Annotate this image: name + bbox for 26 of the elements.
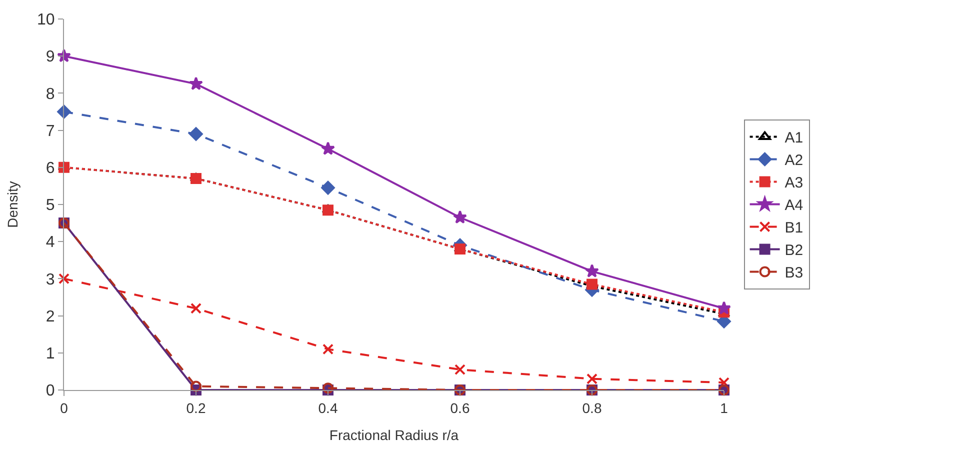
y-axis-title: Density [4,181,21,228]
y-tick-label: 8 [46,86,55,103]
legend-label: A1 [784,130,804,147]
y-tick-label: 5 [46,197,55,214]
legend-label: B1 [784,220,804,237]
y-tick-label: 6 [46,160,55,177]
legend-label: A2 [784,152,804,170]
x-tick-label: 0.8 [582,400,602,416]
y-tick-label: 3 [46,271,55,288]
y-tick-label: 7 [46,122,55,140]
y-tick-label: 10 [37,12,55,29]
legend-label: A3 [784,174,804,192]
y-tick-label: 4 [46,234,55,252]
legend-label: A4 [784,197,804,214]
legend-label: B3 [784,264,804,282]
legend-label: B2 [784,242,804,260]
x-axis-title: Fractional Radius r/a [329,427,459,444]
x-tick-label: 0.4 [318,400,338,416]
y-tick-label: 1 [46,346,55,362]
x-tick-label: 0 [60,400,68,416]
y-tick-label: 0 [46,382,55,400]
y-tick-label: 2 [46,308,55,326]
y-tick-label: 9 [46,48,55,66]
x-tick-label: 0.6 [450,400,470,416]
x-tick-label: 1 [720,400,728,416]
x-tick-label: 0.2 [186,400,206,416]
